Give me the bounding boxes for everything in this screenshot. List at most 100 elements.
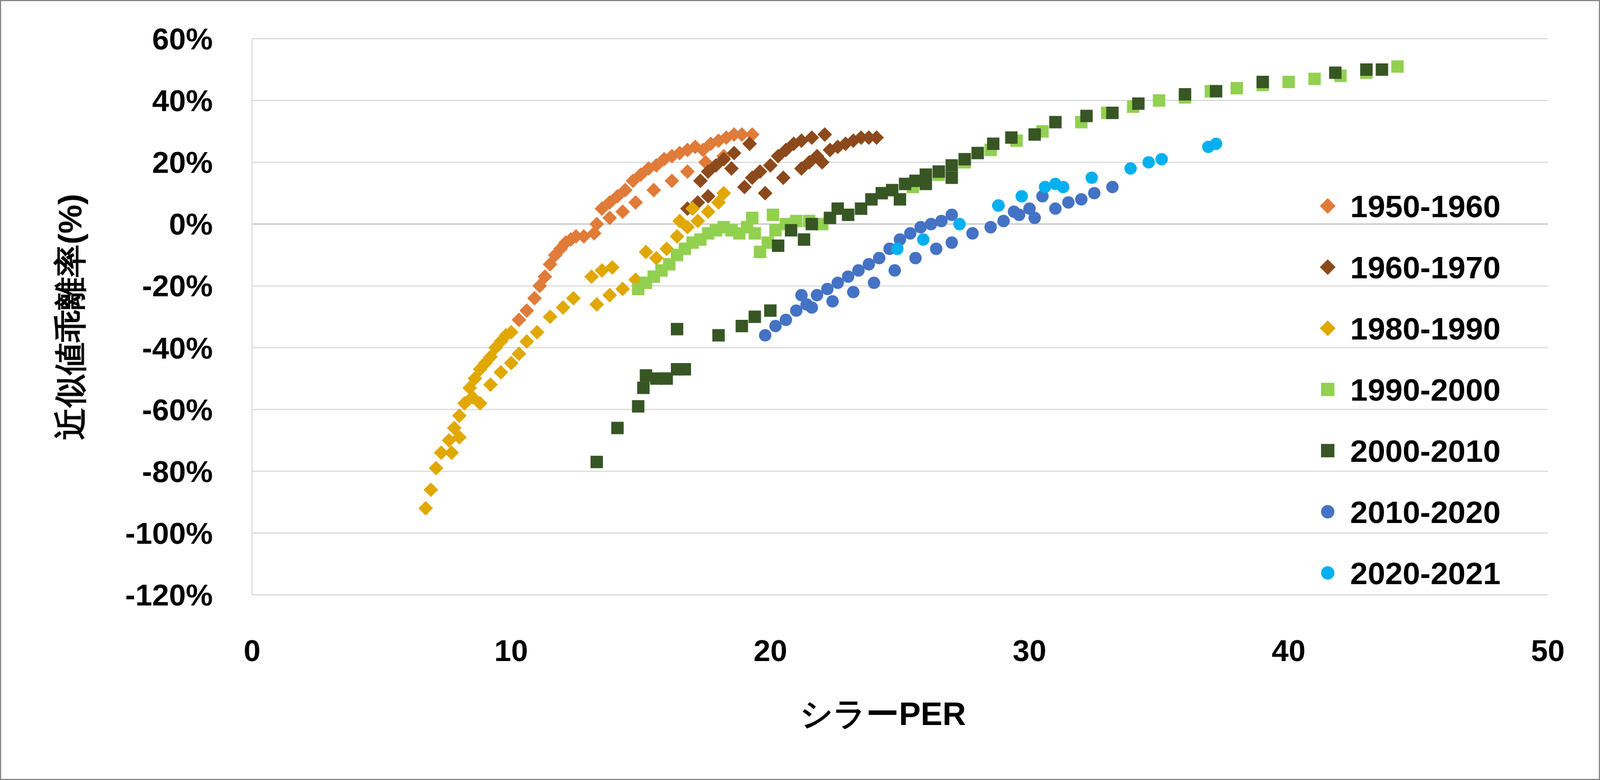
- point: [831, 276, 844, 290]
- y-axis: [251, 38, 253, 596]
- point: [1376, 63, 1389, 76]
- point: [472, 396, 488, 411]
- point: [971, 147, 984, 160]
- point: [746, 211, 759, 224]
- point: [537, 269, 553, 285]
- point: [1155, 153, 1168, 166]
- legend-marker: [1319, 320, 1336, 337]
- y-tick-label: -40%: [142, 331, 213, 365]
- point: [742, 136, 757, 152]
- point: [810, 289, 824, 302]
- point: [1028, 128, 1041, 141]
- point: [795, 289, 808, 302]
- point: [815, 154, 830, 170]
- y-tick-label: 60%: [152, 21, 213, 56]
- chart: -120%-100%-80%-60%-40%-20%0%20%40%60%010…: [0, 0, 1600, 780]
- plot-area: [418, 60, 1404, 516]
- point: [451, 408, 467, 424]
- series: [890, 137, 1223, 255]
- point: [919, 177, 932, 191]
- point: [735, 320, 748, 333]
- point: [716, 185, 731, 201]
- point: [493, 365, 509, 381]
- point: [1230, 81, 1243, 95]
- point: [804, 130, 820, 145]
- point: [685, 201, 701, 217]
- point: [611, 422, 624, 435]
- x-axis-title: シラーPER: [800, 695, 966, 733]
- y-tick-label: 0%: [168, 207, 213, 241]
- point: [444, 445, 459, 461]
- point: [958, 153, 971, 166]
- point: [1085, 171, 1099, 185]
- y-tick-label: 40%: [152, 83, 213, 118]
- series: [679, 127, 884, 217]
- point: [992, 199, 1005, 212]
- y-tick-label: -80%: [142, 454, 213, 489]
- point: [869, 130, 884, 145]
- point: [821, 282, 834, 296]
- point: [930, 242, 943, 255]
- point: [953, 217, 966, 231]
- grid-line: [252, 594, 1548, 596]
- point: [1088, 186, 1101, 200]
- point: [542, 309, 558, 325]
- point: [1132, 97, 1145, 111]
- point: [748, 310, 761, 323]
- point: [678, 363, 692, 376]
- point: [779, 313, 793, 327]
- point: [1328, 66, 1342, 80]
- point: [527, 290, 542, 306]
- point: [805, 217, 818, 231]
- point: [519, 303, 534, 318]
- point: [826, 295, 839, 308]
- legend-label: 1990-2000: [1350, 372, 1501, 408]
- point: [805, 301, 818, 314]
- legend-marker: [1319, 198, 1336, 214]
- point: [935, 215, 948, 228]
- legend-label: 1960-1970: [1350, 249, 1501, 286]
- point: [1080, 110, 1093, 123]
- series: [511, 127, 760, 328]
- point: [1062, 196, 1075, 209]
- point: [1178, 88, 1192, 101]
- point: [1028, 211, 1041, 224]
- point: [1256, 75, 1269, 89]
- y-axis-title: 近似値乖離率(%): [51, 193, 89, 440]
- point: [632, 400, 645, 413]
- grid-line: [252, 347, 1548, 349]
- point: [852, 264, 865, 277]
- point: [664, 173, 680, 189]
- legend-label: 2020-2021: [1350, 555, 1501, 592]
- point: [764, 304, 777, 317]
- point: [903, 227, 917, 240]
- point: [797, 233, 811, 246]
- series: [590, 63, 1389, 469]
- point: [789, 304, 803, 317]
- point: [1049, 202, 1062, 216]
- point: [1282, 75, 1295, 89]
- grid-line: [252, 532, 1548, 534]
- point: [992, 199, 1005, 212]
- point: [418, 501, 433, 516]
- legend-marker: [1320, 444, 1335, 458]
- grid-line: [252, 99, 1548, 102]
- series: [632, 60, 1405, 296]
- point: [909, 252, 922, 265]
- point: [784, 224, 798, 237]
- point: [984, 221, 998, 234]
- point: [1209, 137, 1223, 150]
- point: [504, 325, 519, 340]
- x-tick-label: 40: [1271, 633, 1306, 668]
- point: [615, 204, 630, 219]
- point: [817, 127, 832, 143]
- point: [997, 215, 1010, 228]
- point: [1142, 156, 1155, 169]
- point: [615, 281, 630, 297]
- x-tick-label: 30: [1012, 633, 1047, 668]
- point: [605, 259, 620, 275]
- legend-marker: [1320, 566, 1335, 580]
- point: [1075, 193, 1088, 206]
- y-tick-label: -20%: [142, 268, 213, 303]
- point: [775, 170, 791, 186]
